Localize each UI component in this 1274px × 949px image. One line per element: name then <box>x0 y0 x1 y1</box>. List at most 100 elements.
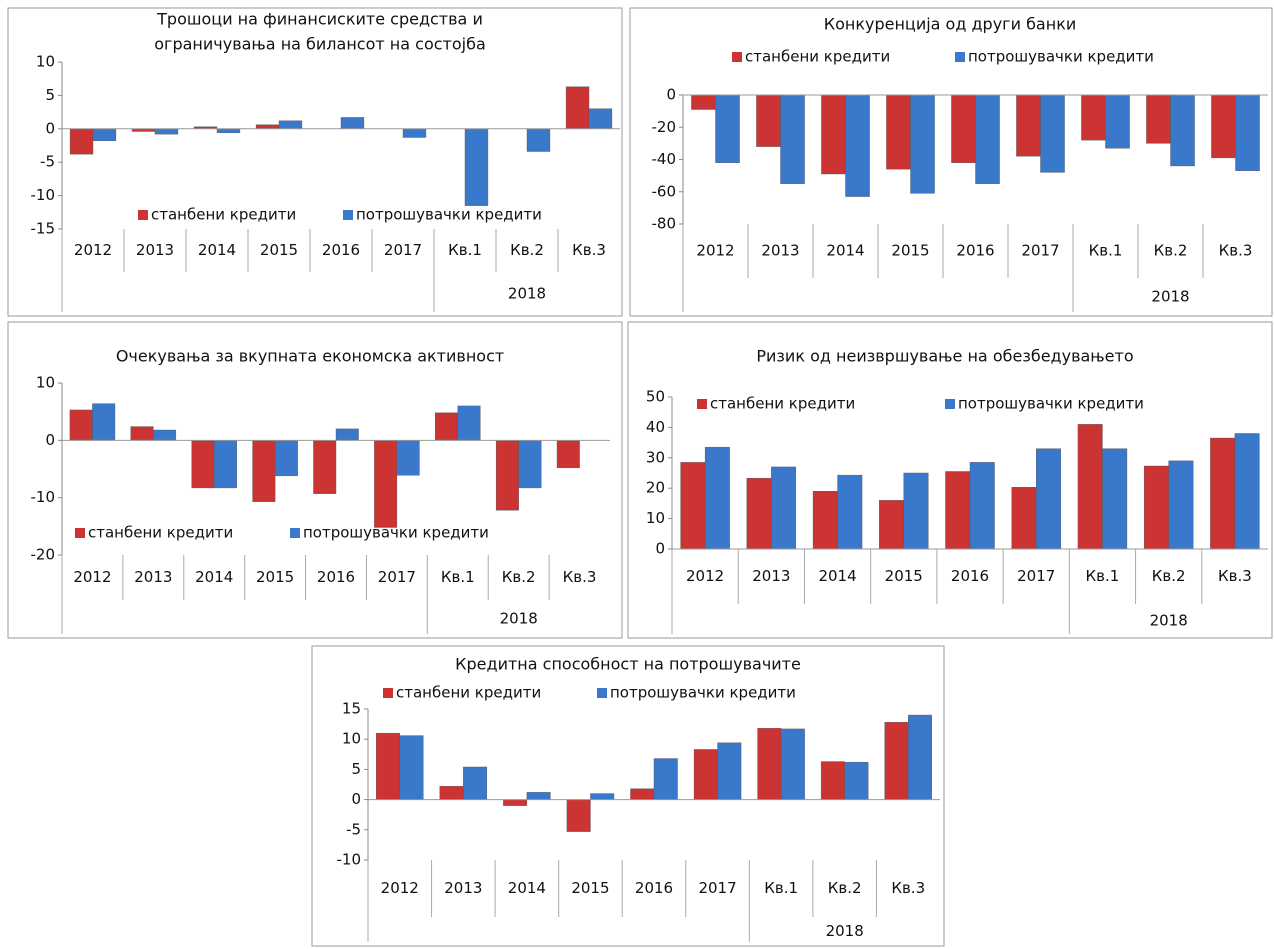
bar <box>837 474 863 550</box>
bar <box>526 128 551 152</box>
bar <box>903 472 929 550</box>
legend-label: станбени кредити <box>88 524 233 542</box>
panel <box>7 321 623 639</box>
x-tick-label: 2012 <box>686 567 724 585</box>
bar <box>756 94 781 147</box>
bar <box>630 788 655 800</box>
x-tick-label: 2016 <box>322 241 360 259</box>
bar <box>884 722 909 800</box>
legend-swatch <box>955 52 965 62</box>
bar <box>495 440 519 511</box>
y-tick-label: 10 <box>36 374 55 392</box>
y-tick-label: -60 <box>652 182 677 200</box>
x-tick-label: Кв.3 <box>563 568 597 586</box>
bar <box>653 758 678 800</box>
bar <box>717 742 742 800</box>
y-tick-label: 5 <box>351 760 361 778</box>
bar <box>69 409 93 441</box>
x-group-label: 2018 <box>500 610 538 628</box>
bar <box>821 94 846 175</box>
x-tick-label: 2013 <box>752 567 790 585</box>
legend-label: потрошувачки кредити <box>610 684 796 702</box>
x-tick-label: Кв.2 <box>502 568 536 586</box>
x-tick-label: 2015 <box>571 879 609 897</box>
y-tick-label: 15 <box>342 700 361 718</box>
x-tick-label: 2013 <box>134 568 172 586</box>
bar <box>274 440 298 477</box>
x-group-label: 2018 <box>1150 612 1188 630</box>
bar <box>844 761 869 800</box>
bar <box>1016 94 1041 157</box>
bar <box>1211 94 1236 159</box>
bar <box>1102 448 1128 550</box>
y-tick-label: 10 <box>36 53 55 71</box>
bar <box>1234 433 1260 550</box>
bar <box>704 446 730 550</box>
legend-label: станбени кредити <box>710 395 855 413</box>
panel <box>311 645 945 947</box>
bar <box>503 799 528 806</box>
chart-title: Конкуренција од други банки <box>824 15 1077 34</box>
y-tick-label: -40 <box>652 150 677 168</box>
x-tick-label: Кв.1 <box>764 879 798 897</box>
y-tick-label: 50 <box>646 388 665 406</box>
bar <box>590 793 615 800</box>
legend-swatch <box>75 528 85 538</box>
bar <box>771 466 797 550</box>
bar <box>1235 94 1260 171</box>
chart-title: Ризик од неизвршување на обезбедувањето <box>756 347 1133 366</box>
y-tick-label: -10 <box>31 488 56 506</box>
bar <box>820 761 845 800</box>
legend-label: станбени кредити <box>151 206 296 224</box>
x-tick-label: 2013 <box>136 241 174 259</box>
y-tick-label: 0 <box>45 431 55 449</box>
y-tick-label: -20 <box>652 118 677 136</box>
y-tick-label: -5 <box>40 153 55 171</box>
bar <box>313 440 337 494</box>
bar <box>340 117 365 130</box>
x-group-label: 2018 <box>826 922 864 940</box>
x-tick-label: 2014 <box>818 567 856 585</box>
y-tick-label: -80 <box>652 215 677 233</box>
bar <box>845 94 870 197</box>
bar <box>1146 94 1171 144</box>
x-tick-label: 2016 <box>951 567 989 585</box>
legend-label: станбени кредити <box>745 48 890 66</box>
y-tick-label: 30 <box>646 448 665 466</box>
x-tick-label: 2017 <box>698 879 736 897</box>
panel <box>7 7 623 317</box>
bar <box>463 766 488 800</box>
x-tick-label: Кв.3 <box>1219 242 1253 260</box>
y-tick-label: -5 <box>346 820 361 838</box>
bar <box>1168 460 1194 550</box>
bar <box>252 440 276 502</box>
bar <box>556 440 580 469</box>
x-group-label: 2018 <box>1151 288 1189 306</box>
x-tick-label: Кв.1 <box>1086 567 1120 585</box>
x-tick-label: 2015 <box>256 568 294 586</box>
y-tick-label: 10 <box>342 730 361 748</box>
bar <box>1077 424 1103 550</box>
bar <box>335 428 359 441</box>
legend-swatch <box>138 210 148 220</box>
bar <box>691 94 716 110</box>
legend-label: потрошувачки кредити <box>303 524 489 542</box>
x-tick-label: 2014 <box>198 241 236 259</box>
y-tick-label: -15 <box>31 220 56 238</box>
bar <box>376 732 400 800</box>
x-tick-label: 2012 <box>696 242 734 260</box>
bar <box>566 799 591 832</box>
y-tick-label: 0 <box>666 86 676 104</box>
bar <box>1170 94 1195 167</box>
x-tick-label: Кв.1 <box>1089 242 1123 260</box>
legend-swatch <box>945 399 955 409</box>
x-group-label: 2018 <box>508 285 546 303</box>
bar <box>69 128 94 155</box>
x-tick-label: 2012 <box>74 241 112 259</box>
legend-swatch <box>290 528 300 538</box>
y-tick-label: 10 <box>646 509 665 527</box>
x-tick-label: Кв.2 <box>510 241 544 259</box>
x-tick-label: 2015 <box>891 242 929 260</box>
chart-title: Очекувања за вкупната економска активнос… <box>116 347 504 366</box>
bar <box>396 440 420 476</box>
